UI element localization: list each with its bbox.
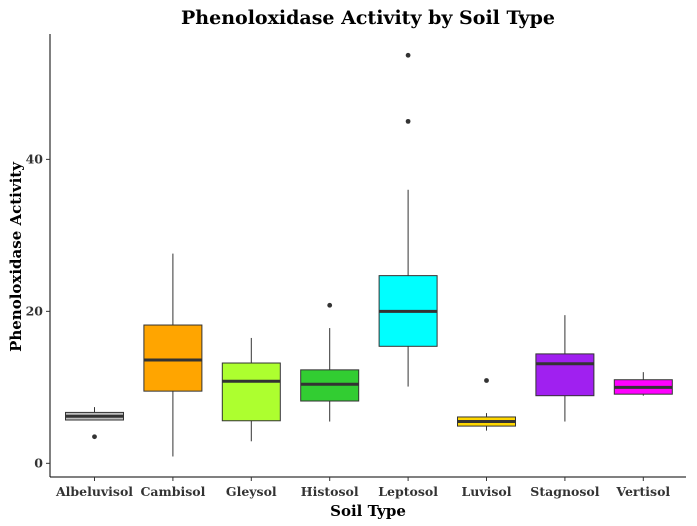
- box-cambisol: [143, 253, 203, 457]
- plot-area: 0 20 40 Albeluvisol Cambisol Gleysol Histosol L…: [26, 52, 673, 499]
- x-tick-label: Gleysol: [226, 484, 277, 499]
- box-iqr: [535, 353, 595, 397]
- x-tick-label: Histosol: [301, 484, 359, 499]
- outlier-point: [405, 118, 411, 124]
- box-gleysol: [221, 337, 281, 442]
- x-axis-title: Soil Type: [330, 502, 406, 520]
- x-tick-label: Stagnosol: [530, 484, 599, 499]
- x-tick-label: Cambisol: [140, 484, 205, 499]
- box-iqr: [143, 324, 203, 392]
- outlier-point: [405, 52, 411, 58]
- box-albeluvisol: [65, 407, 124, 440]
- outlier-point: [92, 434, 97, 440]
- box-leptosol: [378, 52, 438, 387]
- x-tick-label: Leptosol: [378, 484, 438, 499]
- x-tick-label: Albeluvisol: [55, 484, 133, 499]
- box-iqr: [221, 362, 281, 422]
- y-tick-label: 20: [26, 303, 44, 318]
- chart-title: Phenoloxidase Activity by Soil Type: [181, 7, 555, 29]
- x-tick-label: Luvisol: [461, 484, 511, 499]
- outlier-point: [484, 378, 489, 383]
- outlier-point: [327, 302, 333, 308]
- box-luvisol: [457, 378, 516, 431]
- x-tick-label: Vertisol: [615, 484, 670, 499]
- box-stagnosol: [535, 315, 595, 422]
- y-tick-label: 0: [34, 455, 43, 470]
- y-tick-label: 40: [26, 151, 44, 166]
- y-axis-title: Phenoloxidase Activity: [7, 161, 25, 352]
- box-histosol: [300, 302, 360, 422]
- box-vertisol: [613, 372, 673, 396]
